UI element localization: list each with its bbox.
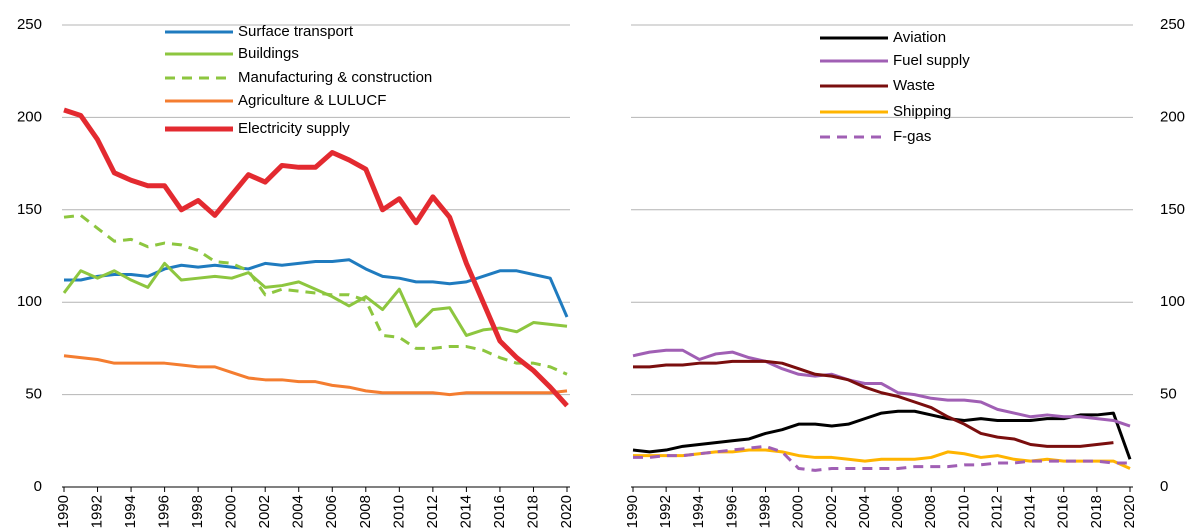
x-tick-label: 1994 — [690, 495, 707, 528]
x-tick-label: 1992 — [657, 495, 674, 528]
x-tick-label: 2016 — [1055, 495, 1072, 528]
x-tick-label: 1996 — [156, 495, 173, 528]
x-tick-label: 1998 — [189, 495, 206, 528]
y-tick-label: 250 — [17, 16, 42, 33]
y-tick-label: 250 — [1160, 16, 1185, 33]
series-line — [633, 448, 1131, 470]
y-tick-label: 0 — [34, 478, 42, 495]
series-line — [632, 348, 1131, 428]
y-tick-label: 150 — [17, 201, 42, 218]
x-tick-label: 2004 — [290, 495, 307, 528]
x-tick-label: 2004 — [856, 495, 873, 528]
x-tick-label: 1990 — [624, 495, 641, 528]
series-line — [633, 444, 1130, 472]
series-line — [63, 354, 568, 397]
x-tick-label: 2000 — [223, 495, 240, 528]
x-tick-label: 2016 — [491, 495, 508, 528]
legend-label: Waste — [893, 77, 935, 94]
legend-label: Manufacturing & construction — [238, 69, 432, 86]
y-tick-label: 50 — [1160, 386, 1177, 403]
x-tick-label: 1998 — [757, 495, 774, 528]
legend-label: Fuel supply — [893, 52, 970, 69]
legend-label: Shipping — [893, 103, 951, 120]
x-tick-label: 1994 — [122, 495, 139, 528]
x-tick-label: 2018 — [1088, 495, 1105, 528]
x-tick-label: 2010 — [955, 495, 972, 528]
x-tick-label: 2010 — [390, 495, 407, 528]
series-line — [63, 213, 568, 376]
y-tick-label: 100 — [17, 293, 42, 310]
x-tick-label: 2006 — [889, 495, 906, 528]
x-tick-label: 1990 — [55, 495, 72, 528]
y-tick-label: 100 — [1160, 293, 1185, 310]
y-tick-label: 200 — [1160, 108, 1185, 125]
series-line — [632, 409, 1132, 460]
y-tick-label: 200 — [17, 108, 42, 125]
series-line — [63, 107, 569, 408]
x-tick-label: 2002 — [256, 495, 273, 528]
legend-label: Agriculture & LULUCF — [238, 92, 386, 109]
x-tick-label: 2002 — [823, 495, 840, 528]
x-tick-label: 2012 — [424, 495, 441, 528]
x-tick-label: 2020 — [558, 495, 575, 528]
x-tick-label: 1996 — [723, 495, 740, 528]
y-tick-label: 50 — [25, 386, 42, 403]
x-tick-label: 2012 — [988, 495, 1005, 528]
x-tick-label: 2008 — [357, 495, 374, 528]
x-tick-label: 2000 — [790, 495, 807, 528]
series-line — [62, 261, 568, 337]
legend-label: Buildings — [238, 45, 299, 62]
x-tick-label: 2014 — [457, 495, 474, 528]
series-line — [633, 359, 1114, 448]
x-tick-label: 2014 — [1022, 495, 1039, 528]
y-tick-label: 0 — [1160, 478, 1168, 495]
legend-label: Electricity supply — [238, 120, 350, 137]
x-tick-label: 1992 — [89, 495, 106, 528]
x-tick-label: 2018 — [524, 495, 541, 528]
x-tick-label: 2008 — [922, 495, 939, 528]
legend-label: Aviation — [893, 29, 946, 46]
legend-label: Surface transport — [238, 23, 354, 40]
series-line — [64, 258, 569, 318]
legend-label: F-gas — [893, 128, 931, 145]
y-tick-label: 150 — [1160, 201, 1185, 218]
x-tick-label: 2006 — [323, 495, 340, 528]
x-tick-label: 2020 — [1121, 495, 1138, 528]
